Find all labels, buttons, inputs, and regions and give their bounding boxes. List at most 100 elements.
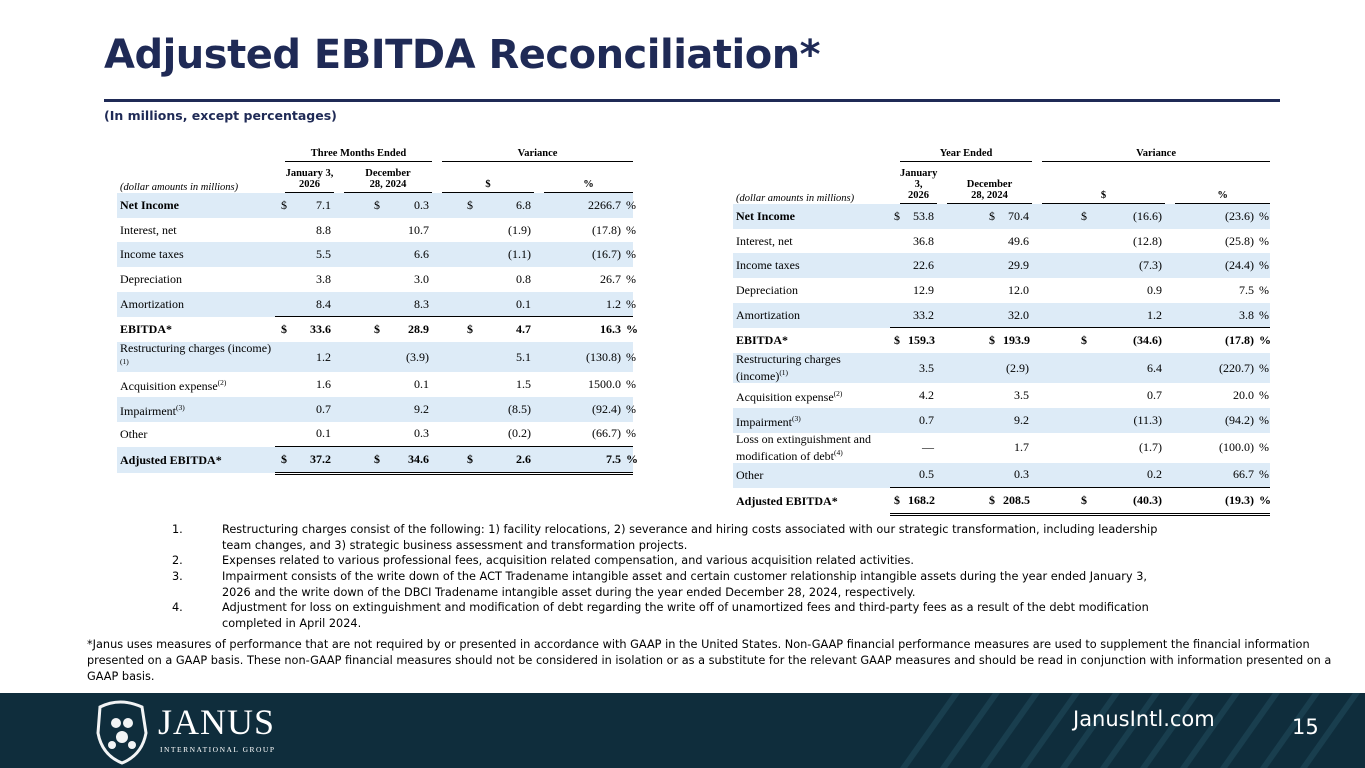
value: 0.7 xyxy=(316,401,331,416)
title-rule xyxy=(104,99,1280,102)
label-text: Restructuring charges (income) xyxy=(736,352,841,384)
value: (0.2) xyxy=(508,426,531,441)
label-text: Other xyxy=(120,426,148,441)
percent: % xyxy=(626,197,636,212)
currency: $ xyxy=(275,446,292,475)
value: (7.3) xyxy=(1139,258,1163,273)
currency: $ xyxy=(467,197,473,212)
value: 0.2 xyxy=(1147,467,1163,482)
footnote-ref: (2) xyxy=(833,388,843,398)
group-header: Three Months Ended xyxy=(275,148,432,162)
currency xyxy=(1032,278,1092,303)
value: (1.7) xyxy=(1139,440,1163,454)
percent: % xyxy=(1259,360,1270,375)
currency: $ xyxy=(334,446,385,475)
currency: $ xyxy=(890,487,905,516)
currency: $ xyxy=(374,197,380,212)
row-label: Adjusted EBITDA* xyxy=(733,488,890,515)
value: 1.5 xyxy=(516,376,531,391)
label-text: Restructuring charges (income) xyxy=(120,341,272,356)
value: 10.7 xyxy=(408,222,429,237)
row-label: Acquisition expense(2) xyxy=(117,372,275,397)
currency xyxy=(275,422,292,447)
currency xyxy=(275,397,292,422)
currency: $ xyxy=(937,487,1000,516)
group-label: Variance xyxy=(442,148,634,162)
value: 8.4 xyxy=(316,296,331,311)
row-label: EBITDA* xyxy=(733,328,890,353)
group-label: Three Months Ended xyxy=(285,148,432,162)
currency xyxy=(890,253,905,278)
value: (12.8) xyxy=(1133,233,1163,248)
footnote-ref: (2) xyxy=(217,377,227,387)
currency xyxy=(1032,433,1092,463)
value: 7.5 xyxy=(534,446,624,475)
row: Net Income $53.8 $70.4 $ (16.6) (23.6)% xyxy=(733,204,1271,229)
currency xyxy=(937,303,1000,328)
row-label: Depreciation xyxy=(733,278,890,303)
column-label: January 3, 2026 xyxy=(285,168,334,193)
footnote-ref: (3) xyxy=(791,413,801,423)
footnote-number: 2. xyxy=(172,554,183,567)
subtitle: (In millions, except percentages) xyxy=(104,108,337,123)
row-label: Restructuring charges (income)(1) xyxy=(733,353,890,383)
label-text: Acquisition expense xyxy=(120,378,218,393)
footnote-text: Expenses related to various professional… xyxy=(222,554,914,567)
unit-label: (dollar amounts in millions) xyxy=(120,182,239,193)
value: 0.3 xyxy=(1014,467,1030,482)
currency: $ xyxy=(432,316,478,343)
currency xyxy=(432,218,478,243)
column-header: December 28, 2024 xyxy=(937,162,1033,204)
brand-sub: INTERNATIONAL GROUP xyxy=(160,745,276,754)
currency xyxy=(1032,353,1092,383)
row: Net Income $7.1 $0.3 $6.8 2266.7% xyxy=(117,193,636,218)
value: 4.2 xyxy=(919,387,934,402)
currency xyxy=(334,422,385,447)
label-text: Net Income xyxy=(120,197,179,212)
blank xyxy=(117,148,275,162)
value: (100.0) xyxy=(1219,440,1255,454)
currency xyxy=(275,342,292,372)
footnote-number: 3. xyxy=(172,570,183,583)
row: Amortization 8.4 8.3 0.1 1.2% xyxy=(117,291,636,317)
row-label: Impairment(3) xyxy=(733,408,890,433)
value: 5.1 xyxy=(516,349,531,364)
value: 1.7 xyxy=(1014,440,1030,454)
currency xyxy=(890,353,905,383)
footnote-ref: (1) xyxy=(120,357,129,367)
footer-pattern xyxy=(96,693,1361,768)
value: 16.3 xyxy=(534,316,624,343)
value: (1.1) xyxy=(508,247,531,262)
currency: $ xyxy=(334,316,385,343)
currency: $ xyxy=(890,327,905,354)
brand: JANUS xyxy=(158,702,276,742)
currency xyxy=(432,397,478,422)
table: Year Ended Variance (dollar amounts in mil… xyxy=(733,148,1271,516)
label-text: EBITDA* xyxy=(120,322,173,337)
value: (130.8) xyxy=(586,349,621,364)
row-label: Other xyxy=(733,463,890,488)
value: 3.5 xyxy=(1014,387,1030,402)
value: 0.1 xyxy=(414,376,429,391)
value: 3.8 xyxy=(316,271,331,286)
label-text: Other xyxy=(736,467,764,482)
value: (92.4) xyxy=(592,401,621,416)
footnote-ref: (3) xyxy=(175,402,185,412)
value: 9.2 xyxy=(414,401,429,416)
currency xyxy=(937,433,1000,463)
value: 2.6 xyxy=(478,446,534,475)
row-label: Adjusted EBITDA* xyxy=(117,447,275,474)
percent: % xyxy=(1259,233,1270,248)
group-header: Year Ended xyxy=(890,148,1033,162)
row: Amortization 33.2 32.0 1.2 3.8% xyxy=(733,302,1271,328)
row-label: Income taxes xyxy=(117,242,275,267)
table: Three Months Ended Variance (dollar amount… xyxy=(117,148,638,475)
label-text: Net Income xyxy=(736,208,795,223)
value: 7.1 xyxy=(316,197,331,212)
row-label: Amortization xyxy=(117,292,275,317)
percent: % xyxy=(1257,327,1271,354)
currency xyxy=(890,303,905,328)
value: 0.9 xyxy=(1147,282,1163,297)
label-text: Amortization xyxy=(736,307,800,322)
percent: % xyxy=(1259,258,1270,273)
